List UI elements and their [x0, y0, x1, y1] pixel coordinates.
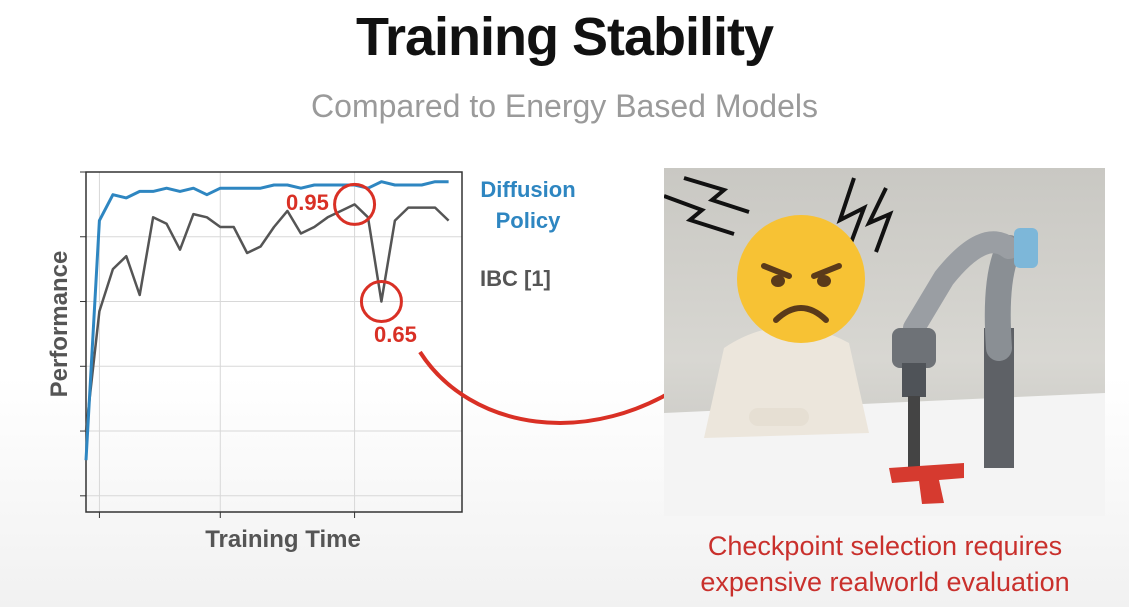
highlight-circle-1 — [359, 280, 403, 324]
x-axis-label: Training Time — [205, 526, 361, 553]
plot-frame — [85, 171, 463, 513]
angry-face-emoji — [737, 215, 865, 343]
legend-diffusion-line2: Policy — [495, 208, 561, 233]
y-axis-label: Performance — [46, 250, 73, 398]
highlight-circles — [333, 182, 403, 324]
caption-line-2: expensive realworld evaluation — [700, 567, 1070, 597]
robot-demo-photo — [664, 168, 1105, 516]
person-arm — [749, 408, 809, 426]
dip-annotation: 0.65 — [374, 322, 417, 347]
lightning-bolt-right-icon — [836, 177, 868, 249]
robot-arm — [892, 228, 1038, 471]
axis-ticks — [80, 171, 356, 518]
ibc-line — [84, 203, 450, 432]
highlight-circle-0 — [333, 182, 377, 226]
annotation-arrow — [418, 350, 692, 425]
lightning-bolt-left-icon — [664, 194, 735, 236]
caption: Checkpoint selection requires expensive … — [650, 528, 1120, 600]
slide-title: Training Stability — [355, 7, 774, 67]
slide-subtitle: Compared to Energy Based Models — [311, 88, 818, 124]
t-block — [889, 463, 964, 504]
lightning-bolt-left2-icon — [683, 176, 750, 214]
legend-ibc: IBC [1] — [480, 266, 551, 291]
diffusion-policy-line — [84, 180, 449, 461]
legend-diffusion-line1: Diffusion — [480, 177, 576, 202]
lightning-bolt-right2-icon — [864, 187, 894, 253]
legend-diffusion-policy: Diffusion Policy — [468, 174, 588, 236]
person-torso — [704, 326, 869, 438]
peak-annotation: 0.95 — [286, 190, 329, 215]
caption-line-1: Checkpoint selection requires — [707, 531, 1063, 561]
